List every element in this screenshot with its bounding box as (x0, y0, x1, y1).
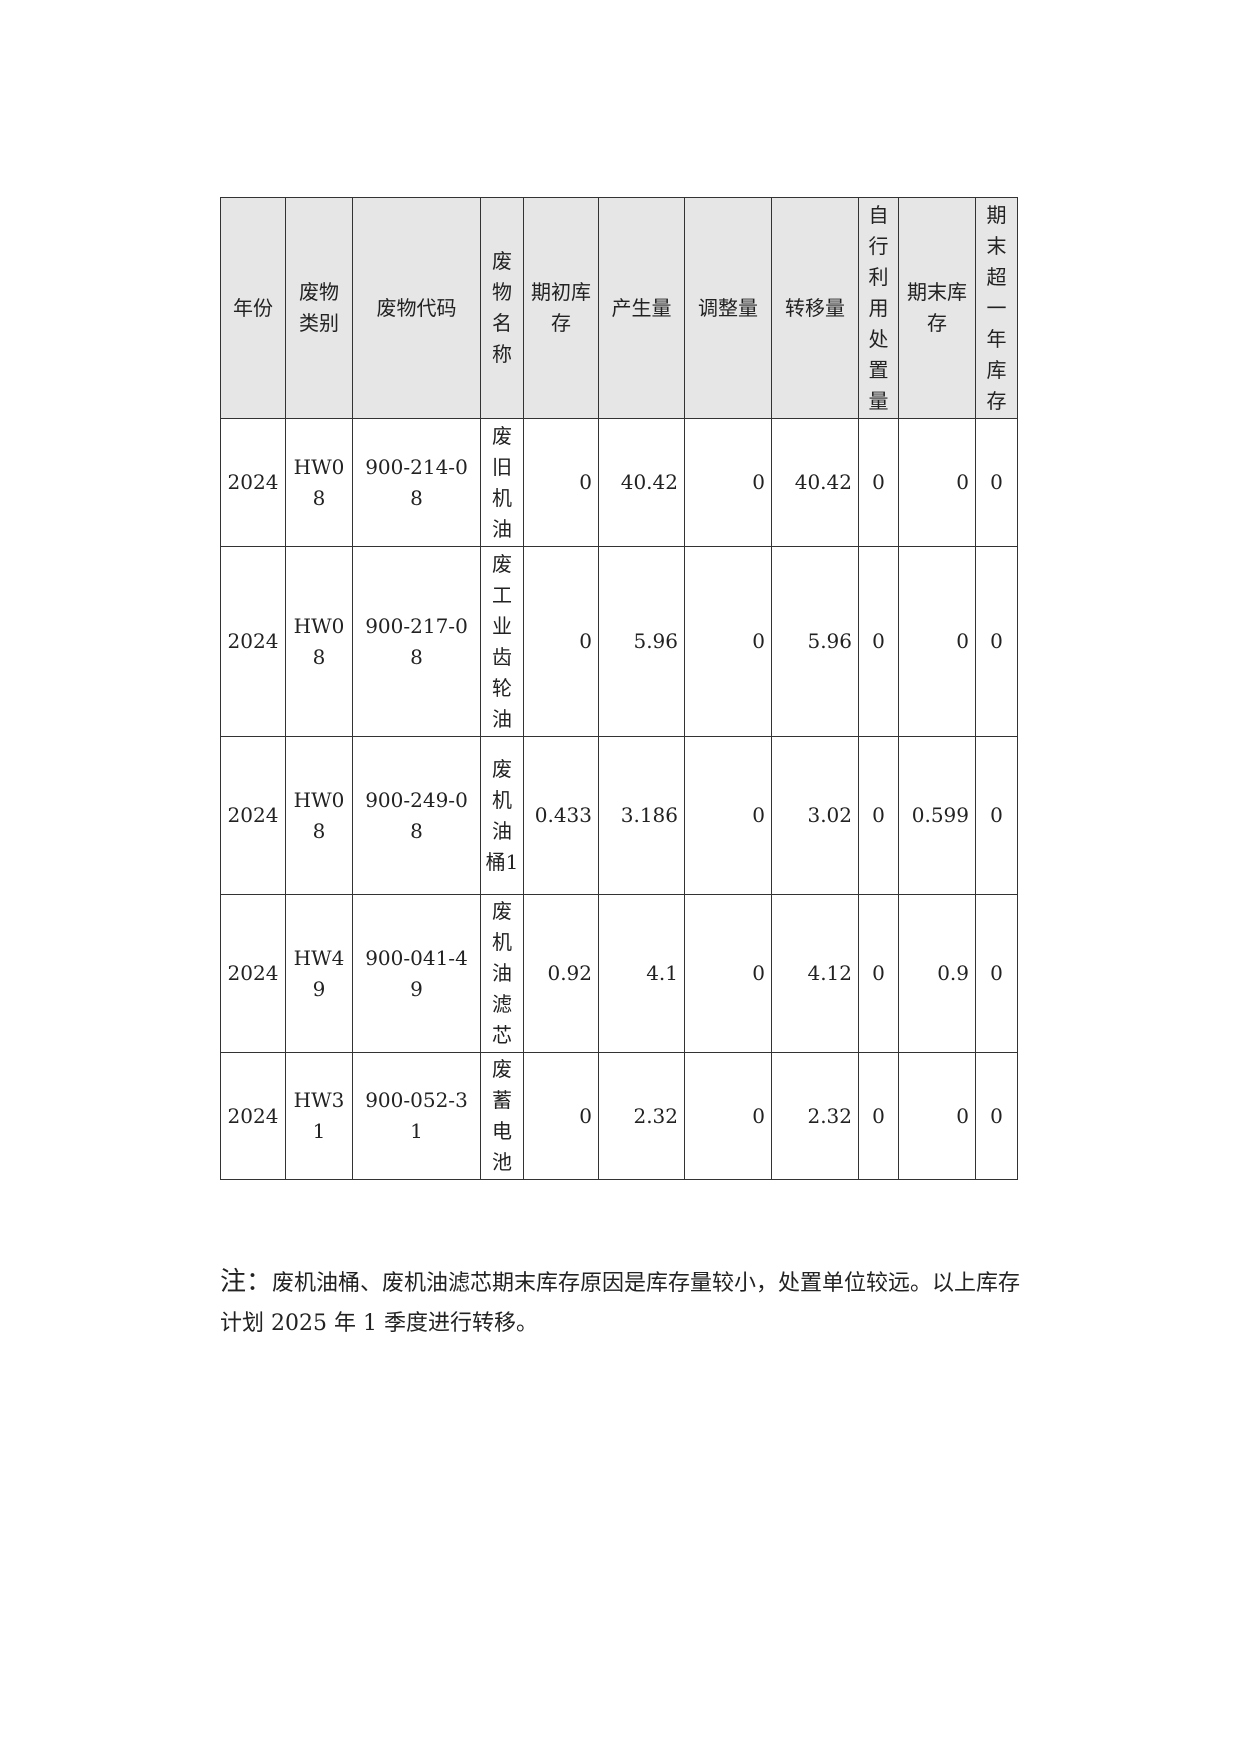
table-cell: 0.433 (523, 736, 599, 895)
table-cell: 0 (684, 418, 772, 547)
table-cell: 废蓄电池 (480, 1052, 524, 1180)
table-cell: 5.96 (598, 546, 685, 737)
table-cell: 2.32 (598, 1052, 685, 1180)
table-cell: 0 (898, 546, 976, 737)
table-cell: 0 (858, 894, 899, 1053)
table-cell: 0 (975, 736, 1018, 895)
table-cell: 900-041-49 (352, 894, 481, 1053)
waste-table: 年份 废物类别 废物代码 废物名称 期初库存 产生量 调整量 转移量 自行利用处置量 期末库存 期末… (220, 197, 1018, 1180)
table-cell: 0 (523, 546, 599, 737)
header-cell: 调整量 (684, 197, 772, 419)
header-cell: 期末库存 (898, 197, 976, 419)
header-cell: 期初库存 (523, 197, 599, 419)
table-cell: 废机油滤芯 (480, 894, 524, 1053)
table-cell: 2024 (220, 546, 286, 737)
table-cell: 0 (684, 1052, 772, 1180)
table-row: 2024 HW08 900-249-08 废机油桶1 0.433 3.186 0 3.02 0 0… (220, 736, 1018, 895)
header-cell: 产生量 (598, 197, 685, 419)
header-cell: 废物类别 (285, 197, 353, 419)
table-cell: 0 (523, 1052, 599, 1180)
table-cell: 0 (898, 1052, 976, 1180)
table-cell: 0 (523, 418, 599, 547)
table-cell: 0 (858, 418, 899, 547)
note-label: 注： (220, 1267, 273, 1297)
table-cell: 4.12 (771, 894, 859, 1053)
table-cell: HW08 (285, 546, 353, 737)
table-cell: 900-217-08 (352, 546, 481, 737)
note: 注：废机油桶、废机油滤芯期末库存原因是库存量较小，处置单位较远。以上库存计划 2… (220, 1262, 1035, 1344)
table-cell: 4.1 (598, 894, 685, 1053)
table-cell: 0.599 (898, 736, 976, 895)
table-row: 2024 HW08 900-217-08 废工业齿轮油 0 5.96 0 5.96 0 0 0 (220, 546, 1018, 737)
table-cell: 废工业齿轮油 (480, 546, 524, 737)
table-cell: 0 (858, 546, 899, 737)
table-cell: 2024 (220, 418, 286, 547)
table-row: 2024 HW31 900-052-31 废蓄电池 0 2.32 0 2.32 0 0 0 (220, 1052, 1018, 1180)
table-cell: HW08 (285, 418, 353, 547)
table-cell: 40.42 (598, 418, 685, 547)
table-cell: 2.32 (771, 1052, 859, 1180)
table-cell: HW31 (285, 1052, 353, 1180)
header-row: 年份 废物类别 废物代码 废物名称 期初库存 产生量 调整量 转移量 自行利用处置量 期末库存 期末… (220, 197, 1018, 419)
table-cell: 3.02 (771, 736, 859, 895)
table-cell: 废机油桶1 (480, 736, 524, 895)
table-cell: 2024 (220, 1052, 286, 1180)
table-row: 2024 HW08 900-214-08 废旧机油 0 40.42 0 40.42 0 0 0 (220, 418, 1018, 547)
table-cell: 0.9 (898, 894, 976, 1053)
header-cell: 年份 (220, 197, 286, 419)
table-cell: 0 (975, 418, 1018, 547)
table-cell: 0.92 (523, 894, 599, 1053)
table-cell: 900-052-31 (352, 1052, 481, 1180)
table-cell: 0 (975, 1052, 1018, 1180)
table-cell: HW08 (285, 736, 353, 895)
header-cell: 转移量 (771, 197, 859, 419)
table-cell: 900-249-08 (352, 736, 481, 895)
table-cell: 0 (898, 418, 976, 547)
table-cell: 0 (858, 1052, 899, 1180)
table-cell: 3.186 (598, 736, 685, 895)
table-cell: 2024 (220, 894, 286, 1053)
table-cell: 0 (684, 546, 772, 737)
table-row: 2024 HW49 900-041-49 废机油滤芯 0.92 4.1 0 4.12 0 0.9 0 (220, 894, 1018, 1053)
table-cell: 0 (975, 546, 1018, 737)
table-cell: 40.42 (771, 418, 859, 547)
header-cell: 废物代码 (352, 197, 481, 419)
table-cell: HW49 (285, 894, 353, 1053)
table-cell: 5.96 (771, 546, 859, 737)
table-body: 2024 HW08 900-214-08 废旧机油 0 40.42 0 40.42 0 0 0 202… (220, 418, 1018, 1180)
header-cell: 废物名称 (480, 197, 524, 419)
header-cell: 自行利用处置量 (858, 197, 899, 419)
table-cell: 0 (975, 894, 1018, 1053)
table-cell: 废旧机油 (480, 418, 524, 547)
table-cell: 0 (684, 736, 772, 895)
note-text: 废机油桶、废机油滤芯期末库存原因是库存量较小，处置单位较远。以上库存计划 202… (220, 1271, 1021, 1336)
table-cell: 900-214-08 (352, 418, 481, 547)
table-cell: 0 (684, 894, 772, 1053)
header-cell: 期末超一年库存 (975, 197, 1018, 419)
table-cell: 0 (858, 736, 899, 895)
table-cell: 2024 (220, 736, 286, 895)
